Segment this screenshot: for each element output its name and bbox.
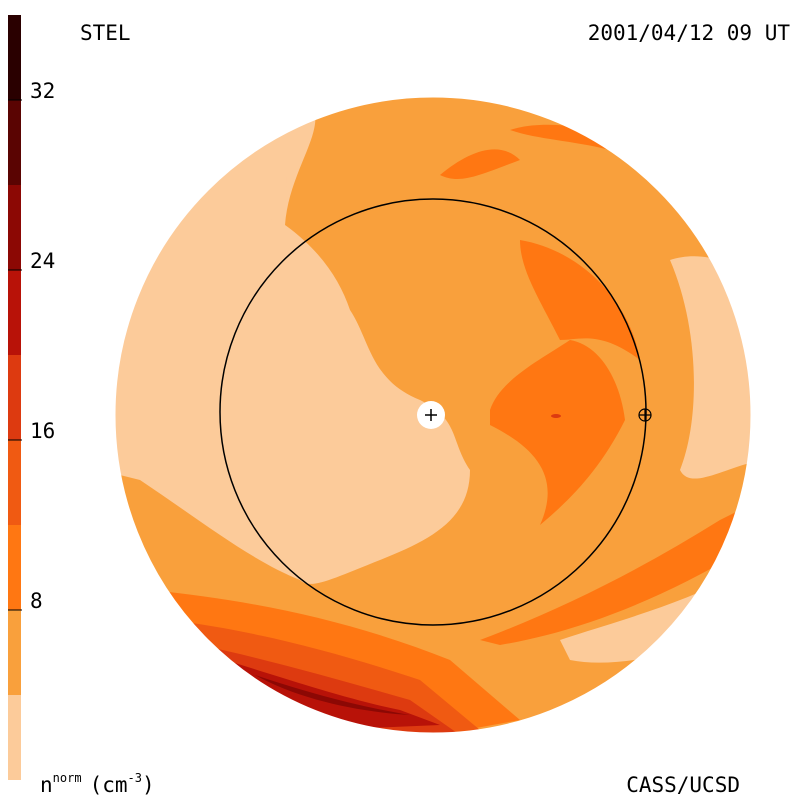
sun-marker bbox=[425, 409, 437, 421]
label-unit: (cm bbox=[90, 773, 128, 797]
y-tick-label: 32 bbox=[30, 79, 55, 103]
colorbar-band bbox=[8, 610, 21, 695]
credit: CASS/UCSD bbox=[626, 773, 740, 797]
label-close: ) bbox=[142, 773, 155, 797]
y-tick-label: 8 bbox=[30, 589, 43, 613]
colorbar-band bbox=[8, 695, 21, 780]
earth-marker bbox=[639, 409, 651, 421]
colorbar-band bbox=[8, 100, 21, 185]
colorbar-band bbox=[8, 440, 21, 525]
y-tick-label: 24 bbox=[30, 249, 55, 273]
subtitle: 2001/04/12 09 UT bbox=[588, 21, 791, 45]
colorbar-band bbox=[8, 185, 21, 270]
label-unit-sup: -3 bbox=[128, 771, 142, 785]
earth-orbit bbox=[219, 198, 647, 626]
colorbar-band bbox=[8, 525, 21, 610]
colorbar-band bbox=[8, 270, 21, 355]
y-tick-label: 16 bbox=[30, 419, 55, 443]
disk-edge bbox=[114, 96, 752, 734]
colorbar-label: nnorm (cm-3) bbox=[40, 771, 155, 797]
colorbar-band bbox=[8, 15, 21, 100]
title: STEL bbox=[80, 21, 131, 45]
colorbar-band bbox=[8, 355, 21, 440]
label-base: n bbox=[40, 773, 53, 797]
label-sup: norm bbox=[53, 771, 82, 785]
